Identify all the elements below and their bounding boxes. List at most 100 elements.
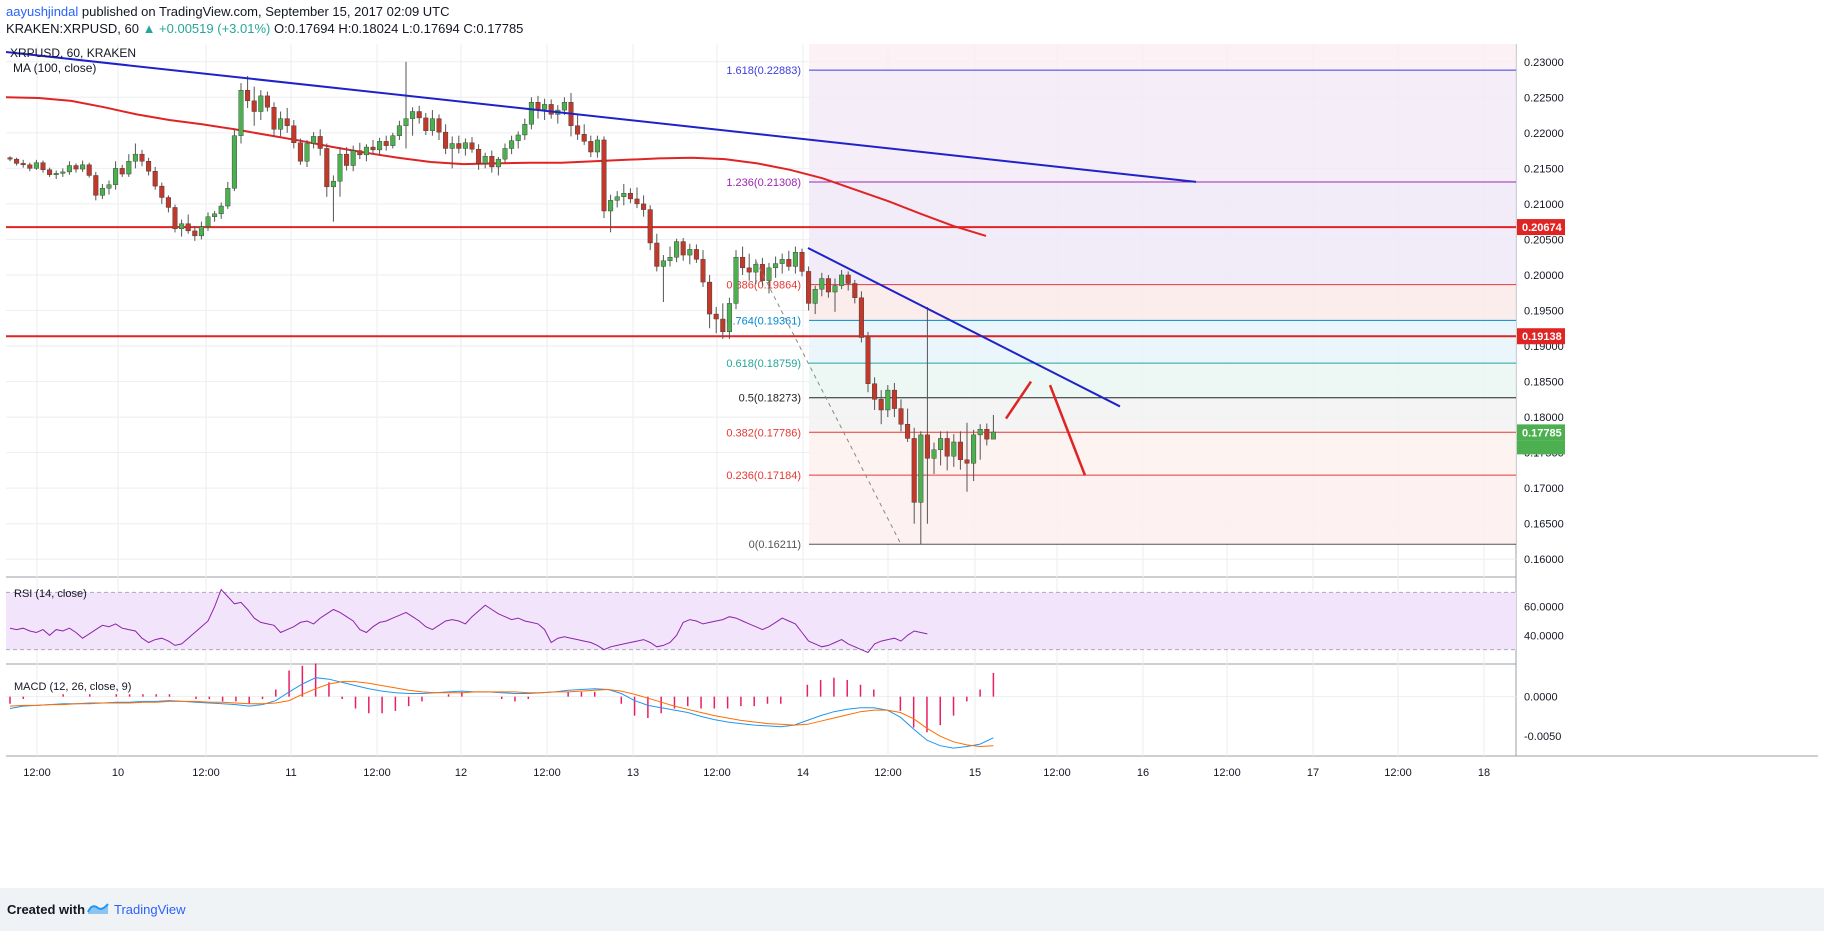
macd-line: [9, 677, 994, 749]
candle-body: [126, 161, 132, 175]
time-axis-tick: 11: [285, 767, 296, 779]
candle-body: [66, 165, 72, 173]
candle-body: [324, 148, 330, 188]
price-change: ▲ +0.00519 (+3.01%): [142, 21, 271, 36]
candle-body: [33, 162, 39, 169]
candle-body: [931, 449, 937, 459]
candle-body: [416, 111, 422, 119]
price-axis-tick: 0.22500: [1524, 92, 1564, 104]
candle-body: [403, 118, 409, 126]
candle-body: [238, 89, 244, 136]
candle-body: [337, 153, 343, 182]
fib-level-label: 0(0.16211): [749, 539, 801, 551]
candle-body: [938, 438, 944, 450]
candle-body: [951, 441, 957, 457]
candle-body: [86, 164, 92, 176]
candle-body: [858, 297, 864, 338]
candle-body: [812, 288, 818, 304]
descending-trendline: [6, 51, 1197, 183]
price-label-text: 0.17785: [1522, 427, 1562, 439]
candle-body: [73, 165, 79, 170]
candle-body: [278, 118, 284, 130]
candle-body: [482, 156, 488, 164]
candle-body: [621, 193, 627, 197]
fib-zone: [809, 397, 1516, 433]
fib-level-label: 0.886(0.19864): [726, 280, 801, 292]
candle-body: [449, 143, 455, 149]
candle-body: [40, 162, 46, 170]
candle-body: [119, 168, 125, 175]
time-axis-tick: 12:00: [1043, 767, 1071, 779]
candle-body: [825, 278, 831, 293]
short-trendline: [807, 247, 1121, 408]
price-axis-tick: 0.16500: [1524, 519, 1564, 531]
ohlc-line: KRAKEN:XRPUSD, 60 ▲ +0.00519 (+3.01%) O:…: [6, 21, 523, 36]
candle-body: [383, 141, 389, 146]
time-axis-tick: 14: [797, 767, 809, 779]
candle-body: [146, 161, 152, 172]
time-axis-tick: 17: [1307, 767, 1319, 779]
candle-body: [152, 171, 158, 187]
time-axis-tick: 12: [455, 767, 467, 779]
candle-body: [561, 102, 567, 111]
publish-line: aayushjindal published on TradingView.co…: [6, 4, 450, 19]
price-label-box: [1517, 328, 1565, 345]
candle-body: [284, 118, 290, 126]
fib-zone-top: [809, 44, 1516, 71]
time-axis-tick: 16: [1137, 767, 1149, 779]
candle-body: [581, 134, 587, 142]
candle-body: [258, 95, 264, 112]
candle-body: [113, 168, 119, 185]
created-with-text: Created with: [7, 902, 86, 917]
candle-body: [799, 252, 805, 272]
price-axis-tick: 0.17000: [1524, 483, 1564, 495]
candle-body: [944, 438, 950, 457]
candle-body: [911, 438, 917, 503]
candle-body: [766, 267, 772, 281]
publisher-link[interactable]: aayushjindal: [6, 4, 79, 19]
candle-body: [806, 271, 812, 304]
candle-body: [377, 141, 383, 151]
candle-body: [891, 389, 897, 409]
candle-body: [185, 223, 191, 232]
fib-level-label: 0.382(0.17786): [726, 427, 801, 439]
chart-header: aayushjindal published on TradingView.co…: [0, 0, 1824, 42]
candle-body: [515, 134, 521, 141]
candle-body: [304, 143, 310, 162]
candle-body: [429, 118, 435, 131]
candle-body: [179, 223, 185, 229]
candle-body: [654, 242, 660, 267]
time-axis-tick: 12:00: [1384, 767, 1412, 779]
candle-body: [964, 459, 970, 464]
candle-body: [693, 249, 699, 260]
candle-body: [106, 184, 112, 189]
candle-body: [746, 267, 752, 273]
candle-body: [495, 158, 501, 168]
candle-body: [330, 180, 336, 188]
candle-body: [80, 164, 86, 170]
macd-signal-line: [9, 681, 994, 748]
candle-body: [205, 216, 211, 227]
fib-level-label: 1.618(0.22883): [726, 65, 801, 77]
candle-body: [819, 278, 825, 290]
candle-body: [905, 424, 911, 439]
candle-body: [674, 241, 680, 258]
price-axis-tick: 0.19500: [1524, 306, 1564, 318]
candle-body: [297, 142, 303, 162]
fib-zone: [809, 475, 1516, 545]
time-axis-tick: 13: [627, 767, 639, 779]
candle-body: [726, 303, 732, 333]
candle-body: [990, 431, 996, 440]
candle-body: [924, 434, 930, 459]
candle-body: [667, 256, 673, 261]
chart-canvas[interactable]: 1.618(0.22883) 1.236(0.21308) 0.886(0.1986…: [6, 44, 1818, 874]
open-value: O:0.17694: [273, 21, 335, 36]
candle-body: [740, 256, 746, 269]
candle-body: [410, 111, 416, 119]
candle-body: [231, 135, 237, 189]
tradingview-brand-link[interactable]: TradingView: [114, 902, 186, 917]
fib-zone: [809, 182, 1516, 285]
candle-body: [792, 252, 798, 267]
time-axis-tick: 12:00: [1213, 767, 1241, 779]
candle-body: [594, 139, 600, 153]
